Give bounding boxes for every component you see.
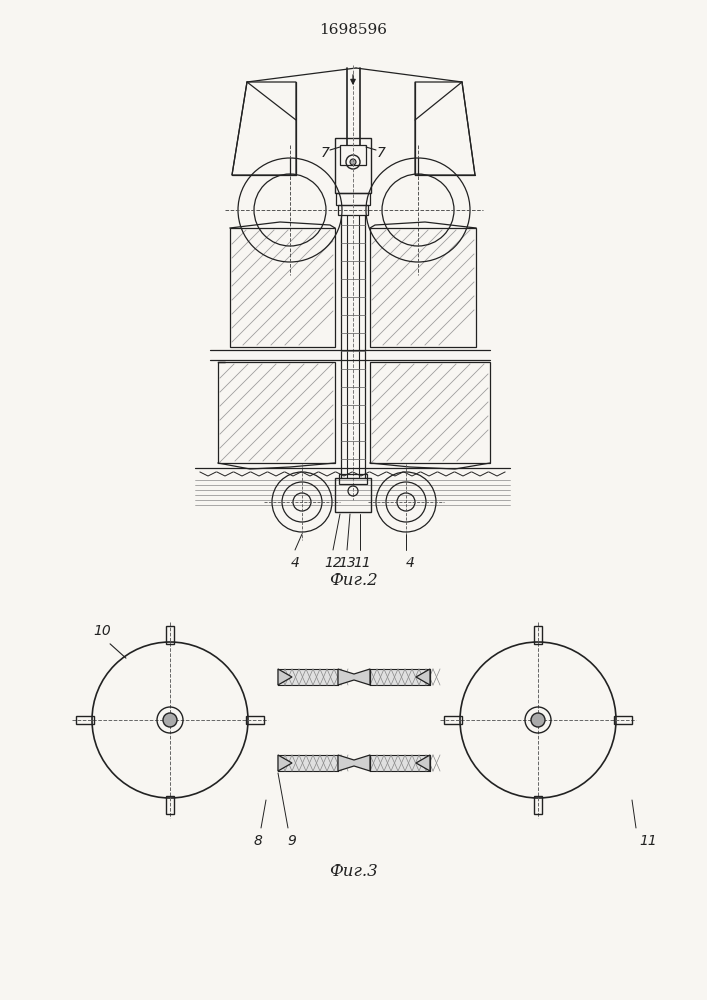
Text: 10: 10 xyxy=(93,624,111,638)
Bar xyxy=(246,716,264,724)
Bar xyxy=(166,626,174,644)
Bar xyxy=(340,145,366,165)
Circle shape xyxy=(531,713,545,727)
Bar xyxy=(278,755,338,771)
Polygon shape xyxy=(338,669,370,685)
Text: 1698596: 1698596 xyxy=(319,23,387,37)
Polygon shape xyxy=(278,755,292,771)
Text: 4: 4 xyxy=(406,556,414,570)
Circle shape xyxy=(163,713,177,727)
Text: 11: 11 xyxy=(639,834,657,848)
Bar xyxy=(335,478,371,512)
Bar xyxy=(278,669,338,685)
Bar xyxy=(339,474,367,484)
Polygon shape xyxy=(278,669,292,685)
Bar xyxy=(336,193,370,205)
Polygon shape xyxy=(338,755,370,771)
Polygon shape xyxy=(416,755,430,771)
Bar xyxy=(335,138,371,193)
Text: 8: 8 xyxy=(254,834,262,848)
Text: Фиг.2: Фиг.2 xyxy=(329,572,378,589)
Text: 13: 13 xyxy=(338,556,356,570)
Bar xyxy=(534,796,542,814)
Text: Фиг.3: Фиг.3 xyxy=(329,863,378,880)
Text: 4: 4 xyxy=(291,556,300,570)
Bar xyxy=(534,626,542,644)
Bar xyxy=(338,205,368,215)
Polygon shape xyxy=(416,669,430,685)
Bar xyxy=(370,669,430,685)
Text: 9: 9 xyxy=(288,834,296,848)
Bar xyxy=(444,716,462,724)
Text: 7: 7 xyxy=(377,146,385,160)
Text: 12: 12 xyxy=(324,556,342,570)
Bar xyxy=(166,796,174,814)
Circle shape xyxy=(350,159,356,165)
Bar xyxy=(614,716,632,724)
Text: 11: 11 xyxy=(353,556,371,570)
Bar xyxy=(370,755,430,771)
Text: 7: 7 xyxy=(320,146,329,160)
Bar xyxy=(76,716,94,724)
